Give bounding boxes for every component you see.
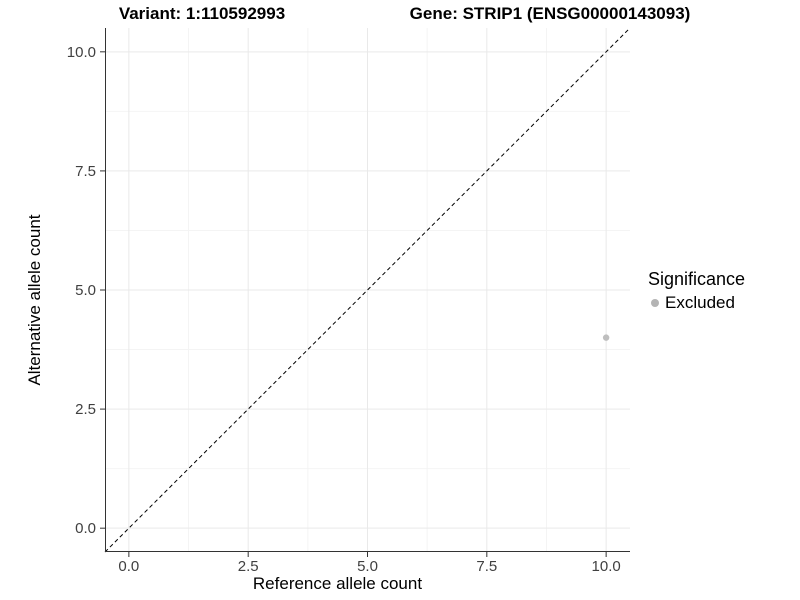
y-tick-label: 0.0	[75, 520, 96, 537]
legend: Significance Excluded	[648, 269, 745, 313]
x-tick-label: 10.0	[592, 558, 621, 575]
plot-panel: 0.0 2.5 5.0 7.5 10.0 0.0 2.5 5.0 7.5 10.0	[67, 27, 631, 575]
identity-line	[104, 27, 631, 553]
x-tick-label: 5.0	[357, 558, 378, 575]
legend-item-label: Excluded	[665, 293, 735, 312]
x-tick-label: 7.5	[476, 558, 497, 575]
legend-title: Significance	[648, 269, 746, 289]
legend-point-icon	[651, 299, 659, 307]
x-tick-label: 0.0	[118, 558, 139, 575]
plot-title-gene: Gene: STRIP1 (ENSG00000143093)	[409, 4, 691, 23]
plot-title-variant: Variant: 1:110592993	[118, 4, 286, 23]
y-tick-label: 2.5	[75, 401, 96, 418]
y-axis-title: Alternative allele count	[25, 214, 44, 386]
y-tick-label: 5.0	[75, 282, 96, 299]
y-tick-label: 10.0	[67, 44, 96, 61]
x-tick-label: 2.5	[238, 558, 259, 575]
legend-item-excluded: Excluded	[648, 293, 745, 313]
data-point	[602, 334, 610, 341]
x-axis-title: Reference allele count	[252, 574, 423, 593]
y-tick-label: 7.5	[75, 163, 96, 180]
